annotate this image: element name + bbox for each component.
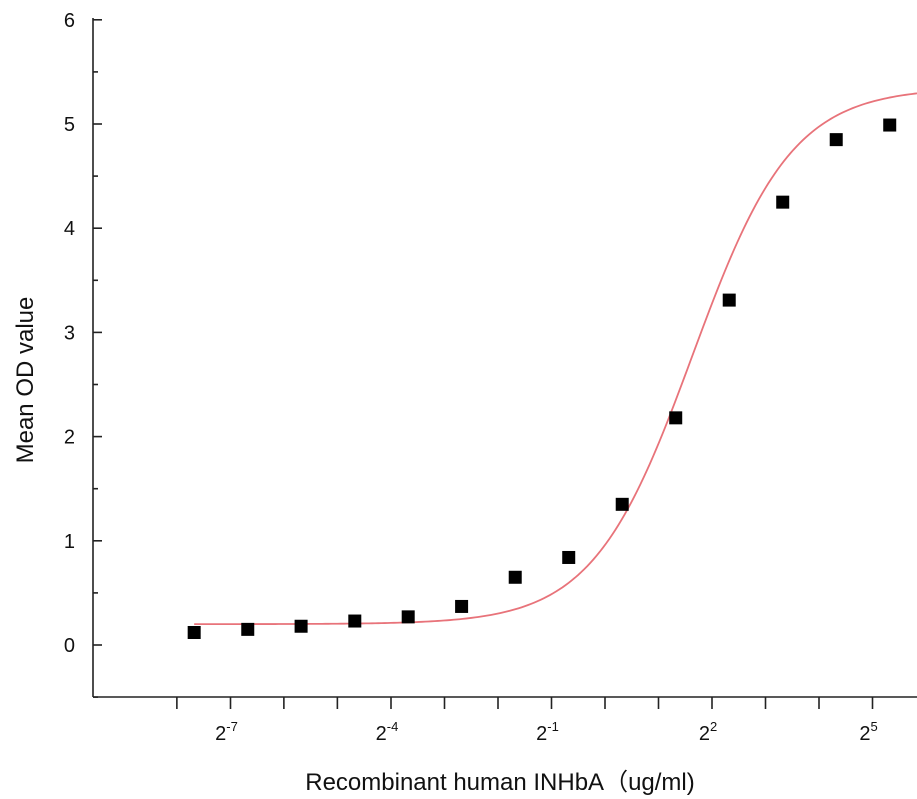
data-point (615, 497, 629, 511)
x-tick-label: 25 (859, 719, 877, 745)
data-point (187, 625, 201, 639)
fit-curve-group (194, 92, 917, 626)
y-tick-label: 1 (64, 531, 75, 553)
y-tick-label: 2 (64, 427, 75, 449)
data-point (401, 610, 415, 624)
data-point (294, 619, 308, 633)
data-point (883, 118, 897, 132)
y-tick-label: 3 (64, 322, 75, 344)
data-point (508, 570, 522, 584)
x-tick-label: 2-1 (536, 719, 559, 745)
data-point (829, 133, 843, 147)
y-tick-label: 6 (64, 10, 75, 32)
data-points-group (187, 118, 897, 639)
y-axis-title: Mean OD value (12, 297, 39, 464)
x-axis-title: Recombinant human INHbA（ug/ml) (305, 769, 695, 796)
y-axis: 0 1 2 3 4 5 6 (64, 10, 102, 698)
data-point (669, 411, 683, 425)
data-point (722, 293, 736, 307)
data-point (455, 599, 469, 613)
x-tick-label: 2-7 (215, 719, 238, 745)
data-point (348, 614, 362, 628)
fit-curve (194, 92, 917, 626)
data-point (562, 550, 576, 564)
data-point (776, 195, 790, 209)
data-point (241, 622, 255, 636)
y-tick-label: 4 (64, 218, 75, 240)
x-axis: 2-7 2-4 2-1 22 25 (93, 696, 917, 745)
y-tick-label: 5 (64, 114, 75, 136)
x-tick-label: 2-4 (376, 719, 399, 745)
y-tick-label: 0 (64, 635, 75, 657)
x-tick-label: 22 (699, 719, 717, 745)
